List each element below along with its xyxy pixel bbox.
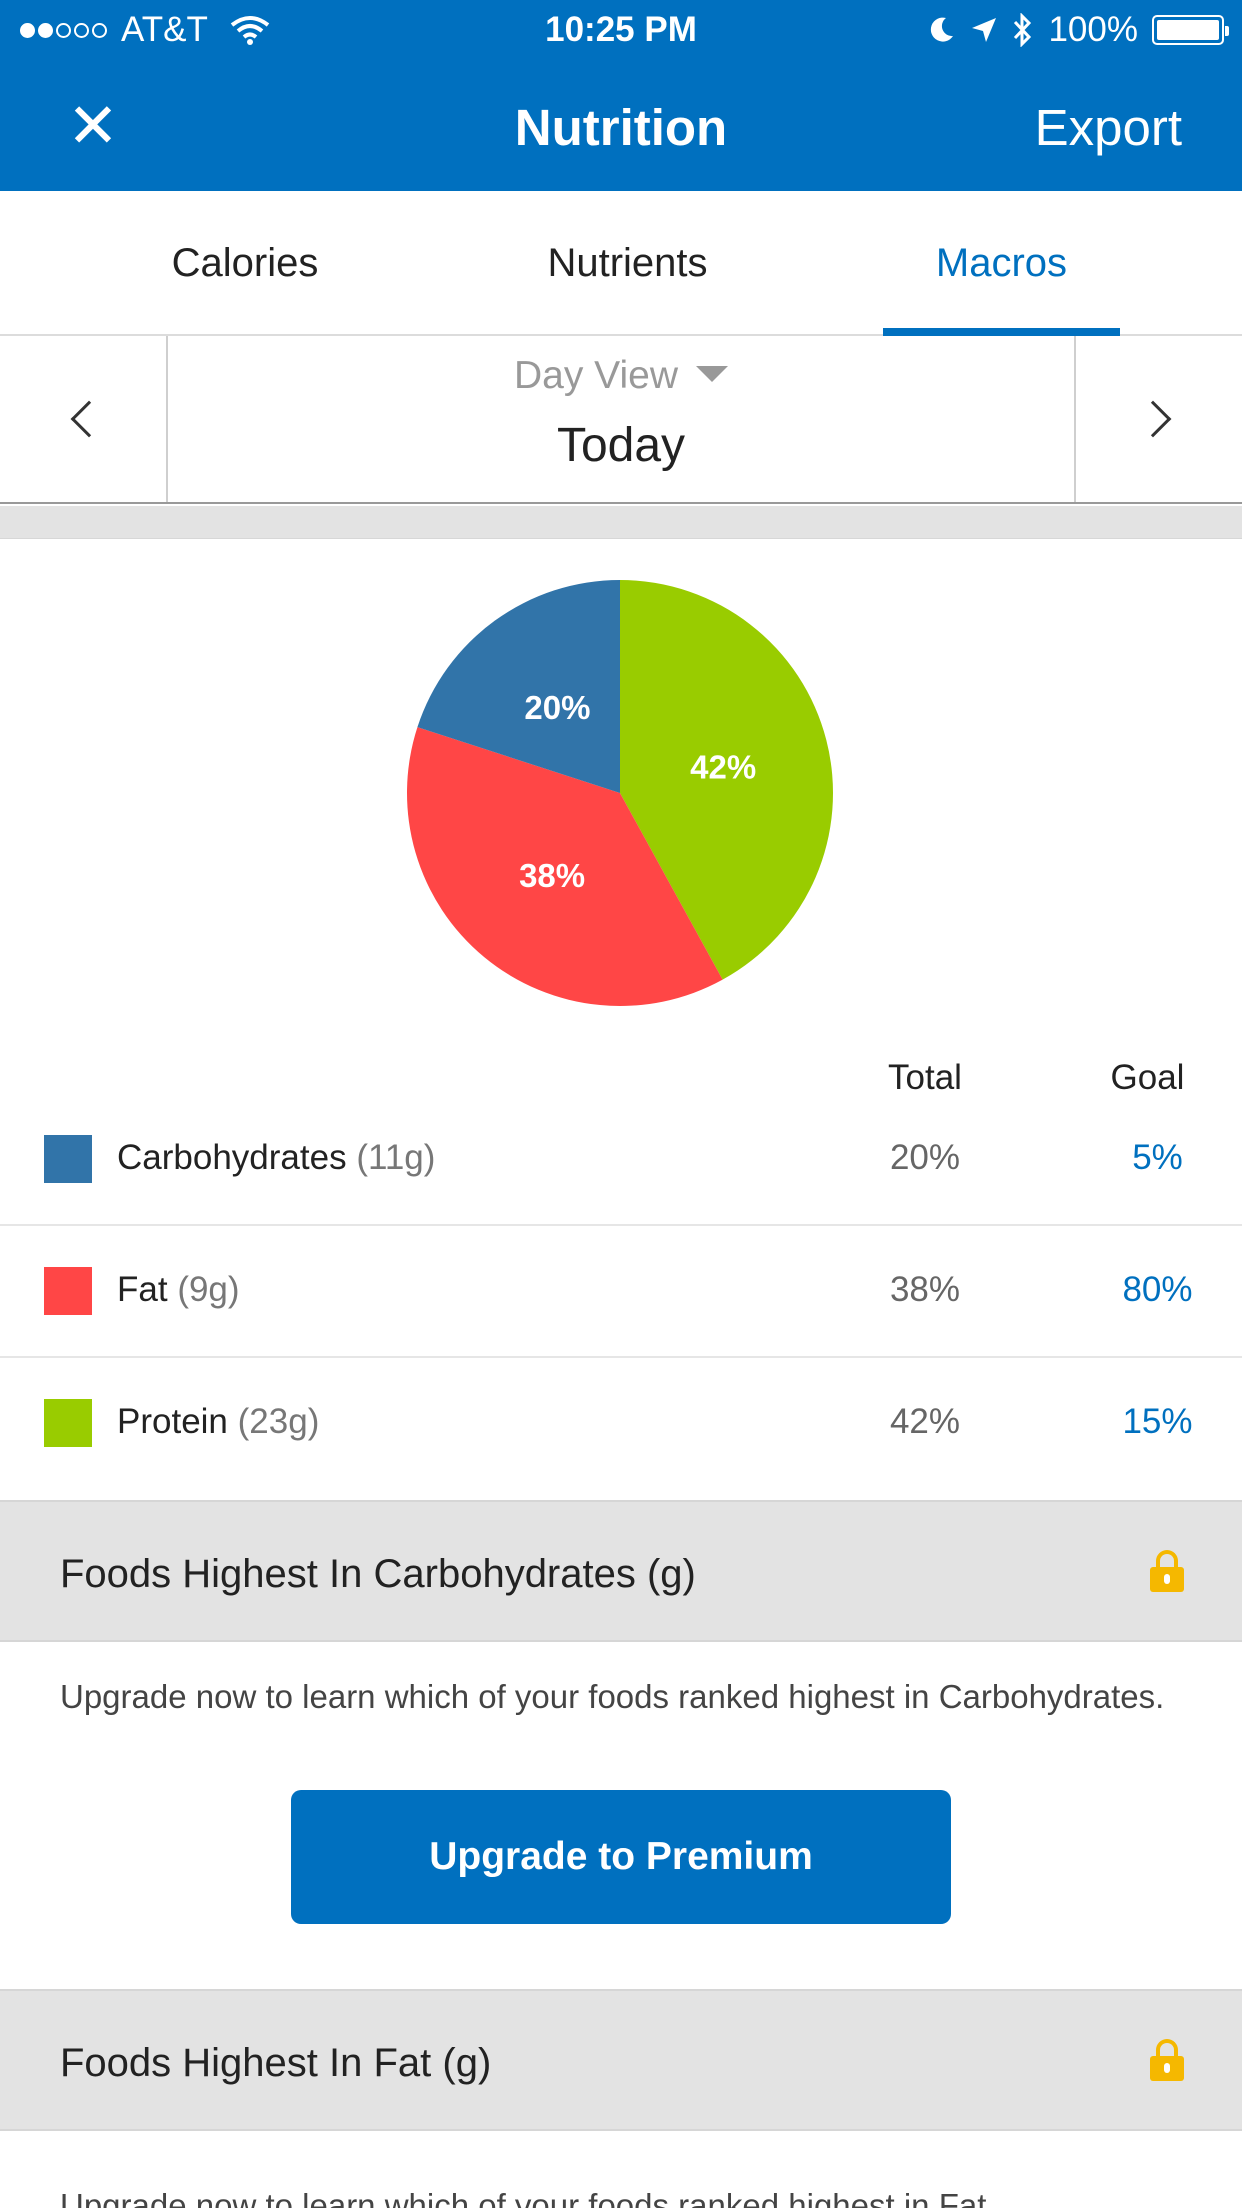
macro-name: Protein (23g)	[117, 1402, 319, 1442]
current-day-label: Today	[556, 419, 686, 472]
signal-strength-icon	[20, 22, 107, 38]
macro-total: 38%	[889, 1270, 961, 1309]
chevron-left-icon	[70, 400, 108, 438]
app-header: AT&T 10:25 PM 100% ✕ Nutrition	[0, 0, 1242, 191]
next-day-button[interactable]	[1074, 336, 1242, 502]
macro-name-text: Carbohydrates	[117, 1138, 347, 1177]
page-title: Nutrition	[514, 99, 728, 156]
section-description: Upgrade now to learn which of your foods…	[60, 2187, 996, 2208]
total-column-header: Total	[888, 1058, 962, 1097]
tab-label: Calories	[171, 241, 319, 285]
section-title: Foods Highest In Fat (g)	[60, 2041, 492, 2085]
pie-label-carbohydrates: 20%	[524, 689, 590, 726]
carrier-label: AT&T	[121, 10, 208, 49]
pie-label-protein: 42%	[690, 749, 756, 786]
location-arrow-icon	[972, 18, 997, 42]
moon-icon	[931, 17, 954, 42]
status-time: 10:25 PM	[545, 10, 697, 49]
tab-label: Macros	[935, 241, 1068, 285]
macro-amount: (9g)	[177, 1270, 240, 1309]
macro-goal[interactable]: 15%	[1122, 1402, 1193, 1441]
status-right: 100%	[926, 10, 1229, 50]
tab-label: Nutrients	[547, 241, 708, 285]
carbohydrates-color-swatch	[44, 1135, 92, 1183]
battery-percent: 100%	[1048, 10, 1138, 49]
status-left: AT&T	[20, 10, 270, 50]
lock-icon	[1150, 1550, 1184, 1592]
macro-name: Fat (9g)	[117, 1270, 240, 1310]
section-description: Upgrade now to learn which of your foods…	[60, 1678, 1165, 1715]
lock-icon	[1150, 2039, 1184, 2081]
section-title: Foods Highest In Carbohydrates (g)	[60, 1552, 696, 1596]
section-divider	[0, 506, 1242, 539]
chevron-right-icon	[1134, 400, 1172, 438]
wifi-icon	[230, 16, 270, 45]
view-mode-dropdown[interactable]: Day View	[168, 354, 1074, 398]
macros-table-header: Total Goal	[0, 1050, 1242, 1106]
previous-day-button[interactable]	[0, 336, 168, 502]
macro-goal[interactable]: 5%	[1132, 1138, 1183, 1177]
pie-slice-protein	[620, 580, 834, 980]
caret-down-icon	[696, 365, 729, 382]
macro-name-text: Protein	[117, 1402, 228, 1441]
macro-name: Carbohydrates (11g)	[117, 1138, 435, 1178]
macro-amount: (11g)	[356, 1138, 436, 1177]
status-bar: AT&T 10:25 PM 100%	[0, 0, 1242, 60]
macro-total: 20%	[889, 1138, 961, 1177]
upgrade-to-premium-button[interactable]: Upgrade to Premium	[291, 1790, 951, 1924]
macros-pie-chart: 42% 38% 20%	[405, 578, 835, 1008]
tab-nutrients[interactable]: Nutrients	[500, 191, 755, 336]
macro-amount: (23g)	[237, 1402, 320, 1441]
view-mode-label: Day View	[513, 354, 679, 397]
tab-calories[interactable]: Calories	[120, 191, 370, 336]
fat-color-swatch	[44, 1267, 92, 1315]
macro-row-carbohydrates: Carbohydrates (11g) 20% 5%	[0, 1094, 1242, 1226]
pie-slice-carbohydrates	[417, 580, 620, 793]
foods-highest-carbs-header[interactable]: Foods Highest In Carbohydrates (g)	[0, 1500, 1242, 1642]
macro-total: 42%	[889, 1402, 961, 1441]
pie-label-fat: 38%	[519, 857, 585, 894]
bluetooth-icon	[1014, 13, 1032, 47]
macro-row-fat: Fat (9g) 38% 80%	[0, 1226, 1242, 1358]
pie-chart-svg: 42% 38% 20%	[407, 580, 834, 1006]
pie-slice-fat	[407, 727, 723, 1006]
macro-name-text: Fat	[117, 1270, 168, 1309]
tab-bar: Calories Nutrients Macros	[0, 191, 1242, 338]
date-selector: Day View Today	[0, 336, 1242, 504]
foods-highest-fat-header[interactable]: Foods Highest In Fat (g)	[0, 1989, 1242, 2131]
macro-goal[interactable]: 80%	[1122, 1270, 1193, 1309]
close-icon[interactable]: ✕	[67, 92, 119, 161]
macro-row-protein: Protein (23g) 42% 15%	[0, 1358, 1242, 1490]
nav-bar: ✕ Nutrition Export	[0, 60, 1242, 191]
active-tab-indicator	[883, 328, 1120, 338]
tab-macros[interactable]: Macros	[883, 191, 1120, 338]
protein-color-swatch	[44, 1399, 92, 1447]
export-button[interactable]: Export	[1034, 99, 1182, 156]
battery-icon	[1152, 15, 1229, 45]
goal-column-header: Goal	[1110, 1058, 1185, 1097]
